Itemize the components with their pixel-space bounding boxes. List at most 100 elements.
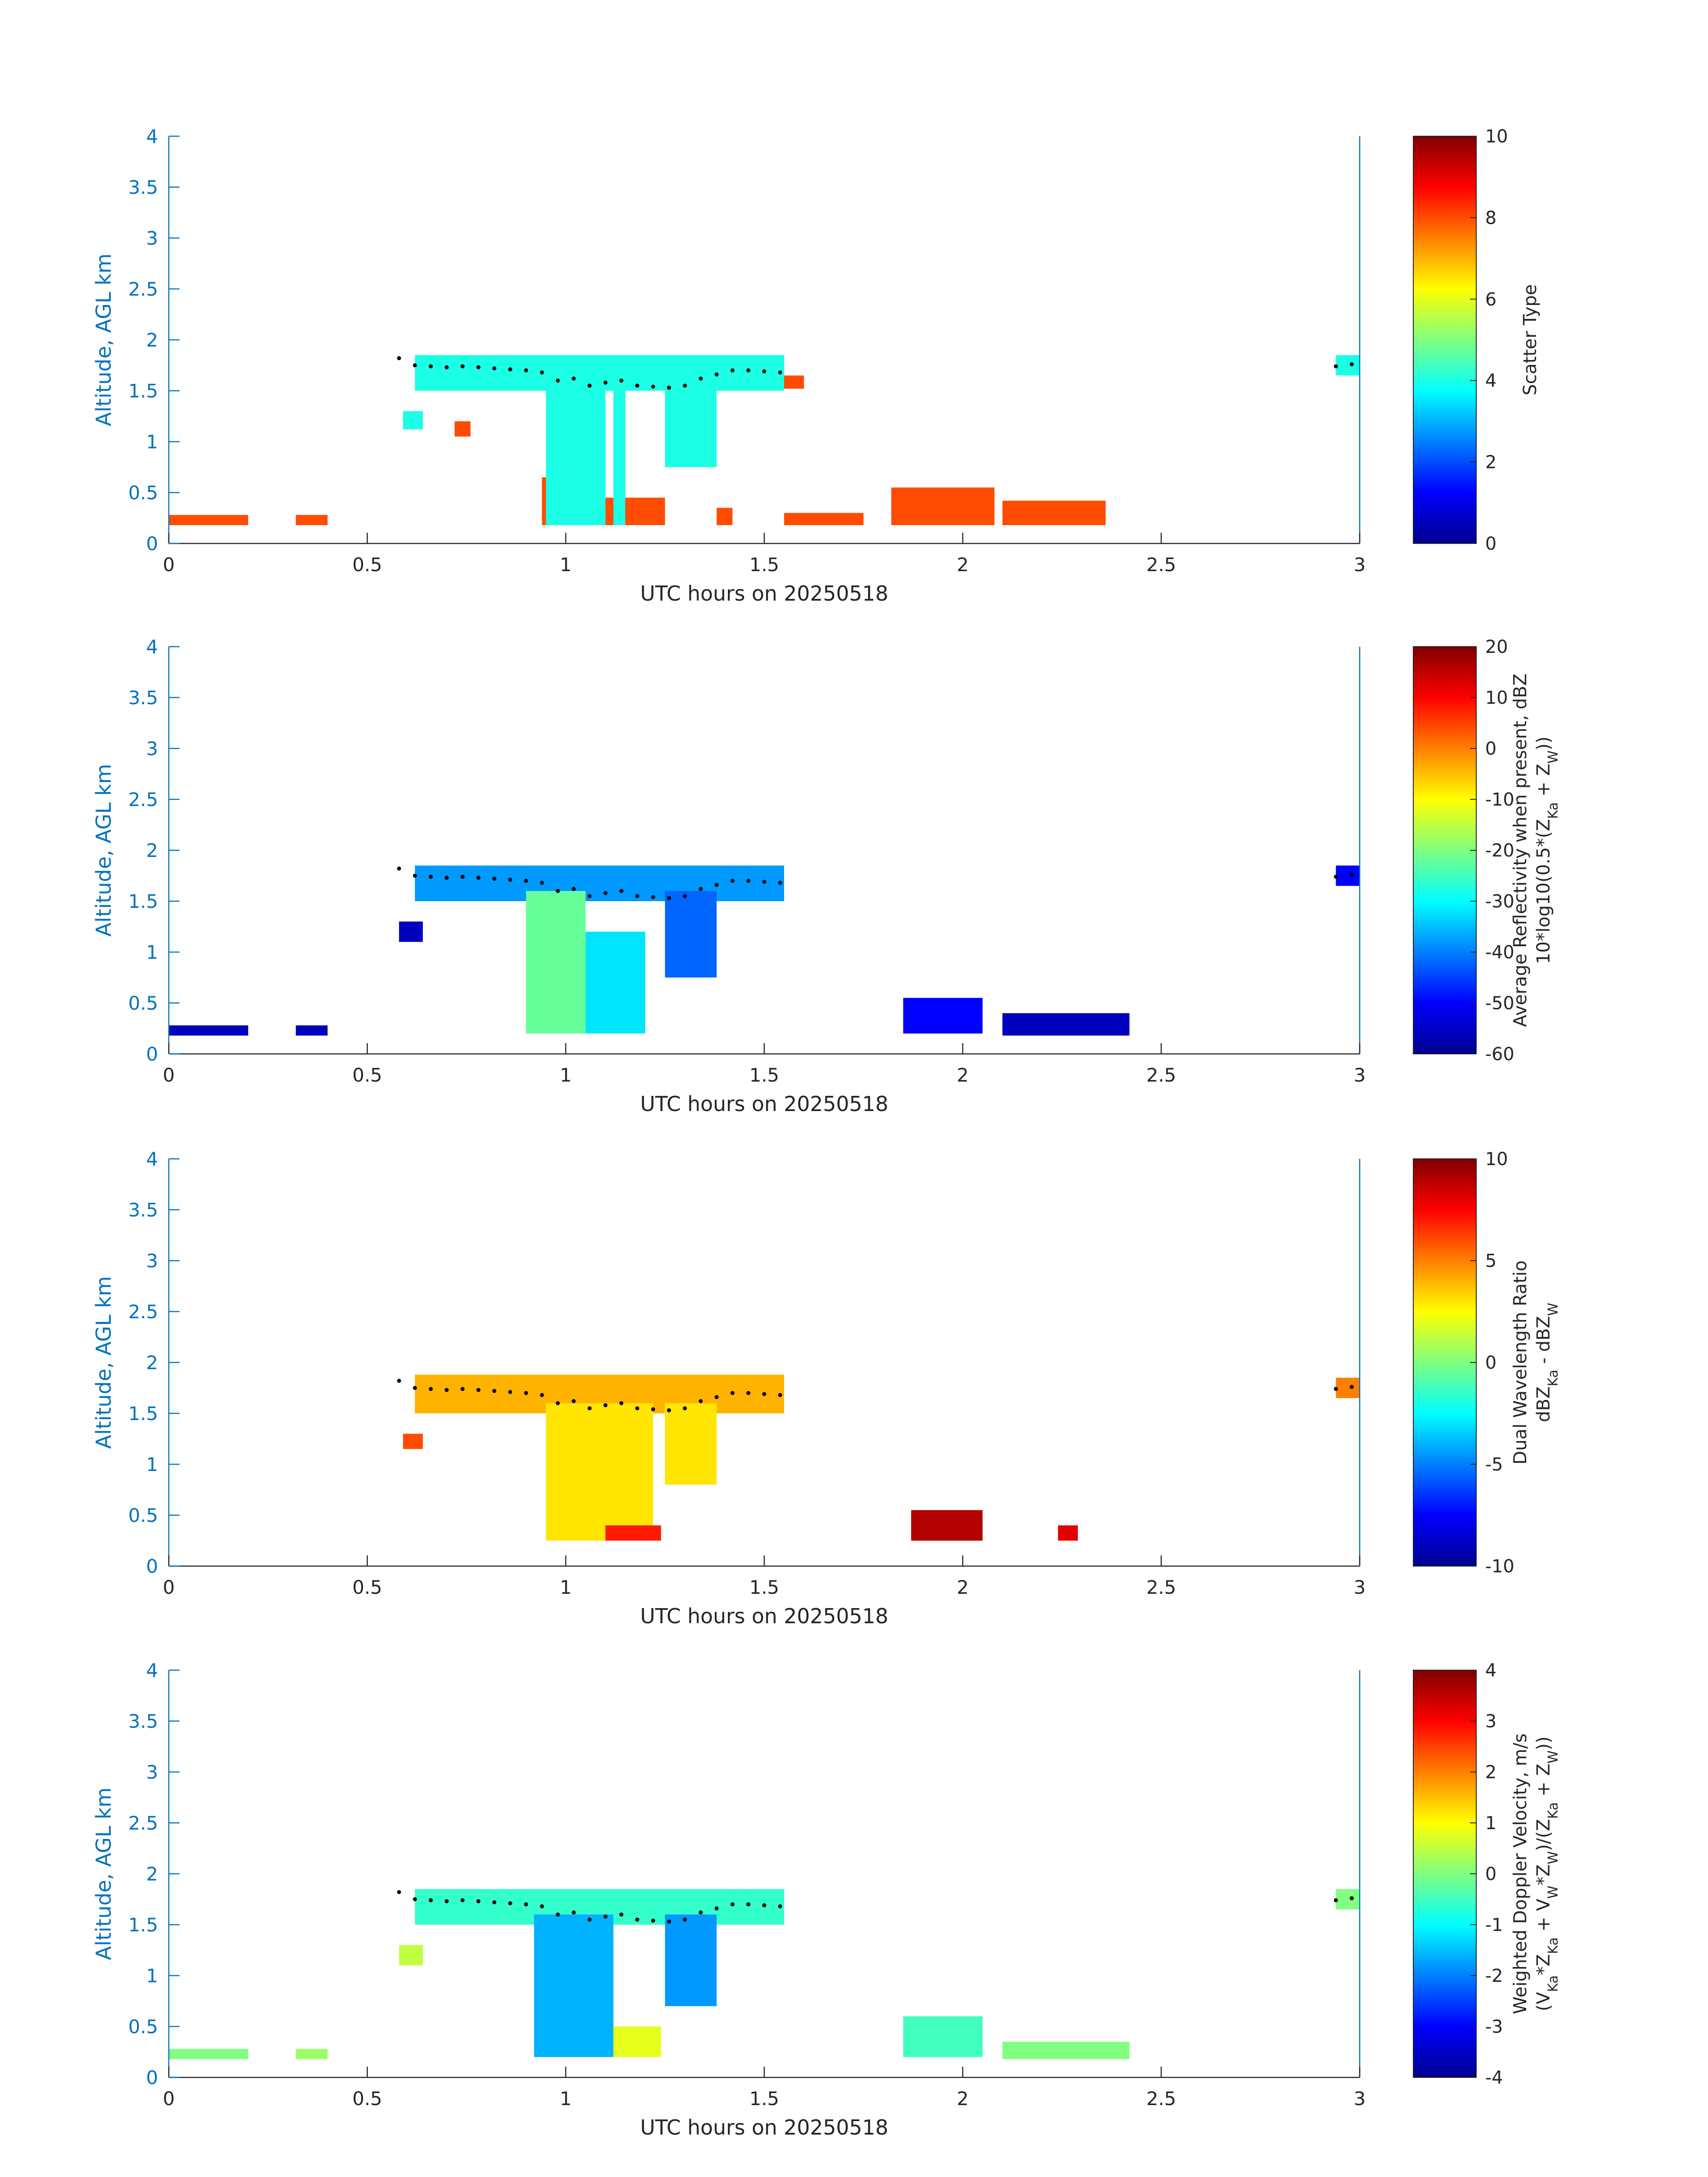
x-tick-label: 0 [163, 2088, 175, 2110]
cloud-base-point [397, 1890, 401, 1894]
cloud-base-point [540, 1393, 544, 1397]
y-tick-label: 3 [146, 1250, 158, 1272]
cloud-base-point [460, 364, 465, 368]
cloud-base-point [619, 1401, 623, 1405]
cloud-base-markers [397, 1379, 1354, 1412]
cloud-base-point [778, 1393, 782, 1397]
x-axis-label: UTC hours on 20250518 [640, 2115, 889, 2139]
cloud-base-point [476, 1388, 480, 1392]
data-region [911, 1510, 983, 1541]
cloud-base-point [603, 1914, 608, 1919]
y-tick-label: 0 [146, 1555, 158, 1577]
colorbar-tick-label: 0 [1485, 534, 1496, 554]
data-region [296, 1025, 328, 1036]
y-tick-label: 2 [146, 1863, 158, 1885]
cloud-base-point [555, 1912, 560, 1917]
cloud-base-point [572, 1910, 576, 1915]
colorbar-label: (VKa*ZKa + VW*ZW)/(ZKa + ZW)) [1533, 1736, 1561, 2011]
cloud-base-point [492, 1389, 497, 1393]
colorbar-label: 10*log10(0.5*(ZKa + ZW)) [1533, 736, 1561, 964]
colorbar-tick-label: 5 [1485, 1251, 1496, 1271]
plot-area [169, 136, 1360, 543]
y-tick-label: 1 [146, 1454, 158, 1475]
cloud-base-point [587, 1406, 592, 1411]
data-regions [169, 865, 1360, 1036]
cloud-base-point [667, 385, 671, 390]
y-tick-label: 3.5 [128, 687, 158, 709]
y-tick-label: 0 [146, 533, 158, 555]
colorbar-tick-label: -10 [1485, 1556, 1514, 1577]
cloud-base-point [778, 881, 782, 885]
y-tick-label: 1.5 [128, 380, 158, 402]
cloud-base-point [762, 880, 766, 884]
cloud-base-point [540, 370, 544, 375]
x-tick-label: 3 [1354, 1576, 1366, 1598]
cloud-base-point [762, 369, 766, 374]
x-tick-label: 2 [957, 554, 969, 576]
cloud-base-point [667, 1408, 671, 1412]
cloud-base-point [714, 1395, 719, 1400]
cloud-base-point [476, 876, 480, 880]
x-tick-label: 2.5 [1146, 2088, 1176, 2110]
y-tick-label: 3 [146, 1761, 158, 1783]
y-tick-label: 4 [146, 1148, 158, 1170]
cloud-base-point [508, 877, 513, 882]
y-tick-label: 1 [146, 941, 158, 963]
cloud-base-point [635, 1406, 639, 1411]
data-region [169, 2049, 248, 2059]
y-tick-label: 4 [146, 125, 158, 147]
colorbar-tick-label: -10 [1485, 790, 1514, 810]
x-tick-label: 0.5 [352, 1064, 382, 1086]
x-tick-label: 3 [1354, 554, 1366, 576]
cloud-base-point [762, 1903, 766, 1908]
data-region [1336, 1378, 1360, 1398]
colorbar-tick-label: 4 [1485, 371, 1496, 391]
cloud-base-point [778, 1904, 782, 1909]
cloud-base-point [444, 1388, 449, 1392]
cloud-base-point [603, 1403, 608, 1408]
cloud-base-point [619, 889, 623, 893]
x-tick-label: 1 [560, 554, 572, 576]
data-region [891, 487, 995, 525]
y-tick-label: 4 [146, 1659, 158, 1681]
cloud-base-point [714, 1906, 719, 1911]
cloud-base-point [635, 1918, 639, 1922]
cloud-base-point [508, 367, 513, 372]
x-tick-label: 2 [957, 2088, 969, 2110]
panel-4: 0 0.5 1 1.5 2 2.5 3 0 0.5 1 1.5 2 2.5 3 3.5 4 UTC hours … [92, 1659, 1561, 2139]
y-tick-label: 2.5 [128, 1812, 158, 1834]
colorbar-tick-label: 8 [1485, 208, 1496, 228]
data-region [1002, 2042, 1130, 2059]
cloud-base-point [460, 874, 465, 879]
x-tick-label: 0.5 [352, 1576, 382, 1598]
cloud-base-point [698, 1910, 703, 1915]
cloud-base-point [397, 866, 401, 871]
colorbar-tick-label: 10 [1485, 688, 1508, 708]
cloud-base-point [492, 366, 497, 371]
y-tick-label: 1 [146, 1965, 158, 1987]
cloud-base-point [476, 1899, 480, 1904]
cloud-base-point [1349, 1896, 1354, 1901]
colorbar-tick-label: -2 [1485, 1966, 1503, 1986]
cloud-base-point [730, 1391, 735, 1395]
x-tick-label: 0 [163, 1064, 175, 1086]
y-tick-label: 1 [146, 431, 158, 453]
y-tick-label: 2.5 [128, 789, 158, 811]
y-tick-label: 0.5 [128, 1504, 158, 1526]
cloud-base-point [651, 384, 656, 389]
data-region [296, 515, 328, 525]
data-region [613, 2027, 661, 2057]
cloud-base-markers [397, 866, 1354, 900]
data-region [546, 380, 606, 525]
data-region [605, 1525, 661, 1541]
y-axis-label: Altitude, AGL km [92, 253, 116, 426]
x-axis-label: UTC hours on 20250518 [640, 1604, 889, 1628]
data-region [455, 421, 471, 437]
y-tick-label: 2 [146, 840, 158, 861]
cloud-base-point [413, 363, 417, 368]
cloud-base-point [555, 889, 560, 893]
cloud-base-point [762, 1392, 766, 1396]
x-tick-label: 0.5 [352, 554, 382, 576]
data-region [585, 932, 645, 1034]
y-tick-label: 0.5 [128, 2016, 158, 2038]
